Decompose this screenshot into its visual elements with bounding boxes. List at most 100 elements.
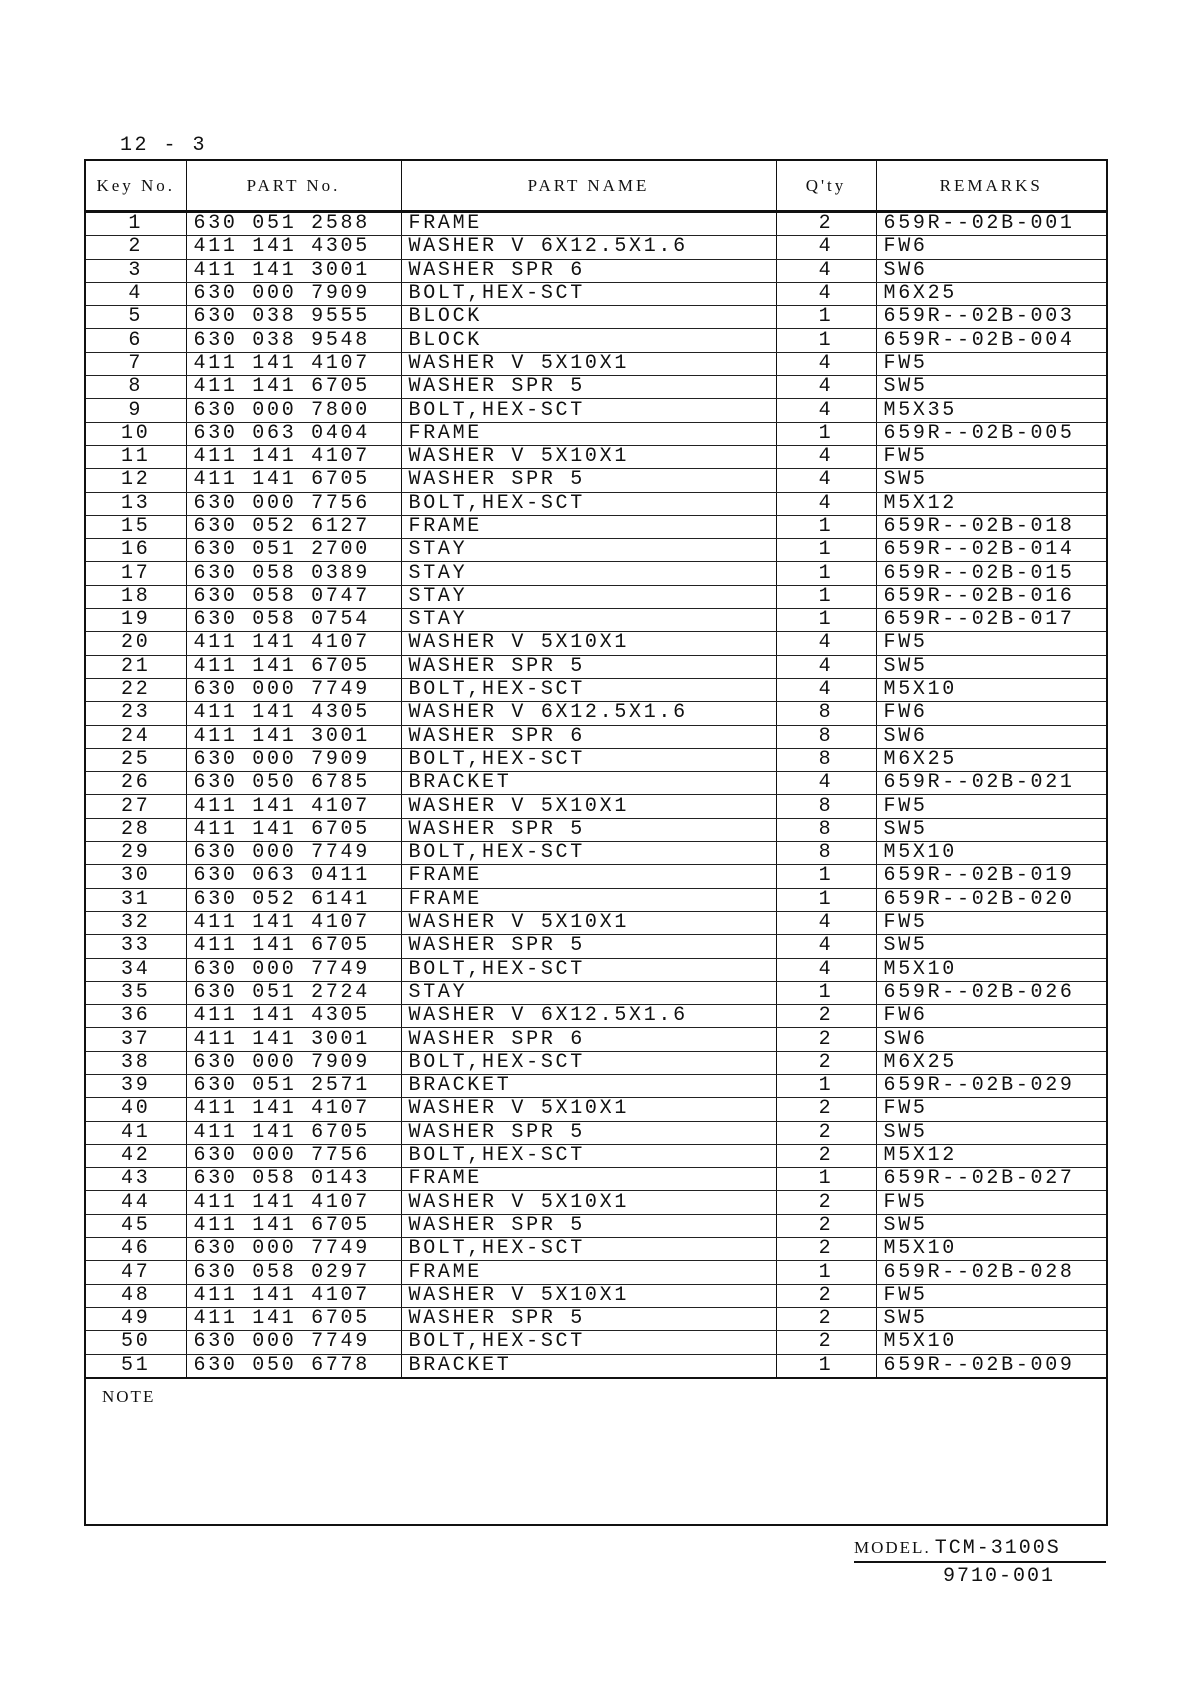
qty-cell: 1 (775, 609, 877, 633)
remarks-cell: M6X25 (875, 282, 1108, 307)
qty-cell: 1 (775, 562, 877, 586)
remarks-cell: 659R--02B-004 (875, 329, 1108, 353)
part-name-cell: BOLT,HEX-SCT (400, 958, 777, 982)
table-row: 11 411 141 4107 WASHER V 5X10X1 4 FW5 (84, 445, 1108, 470)
part-no-cell: 411 141 4107 (185, 445, 402, 470)
part-no-cell: 411 141 6705 (185, 655, 402, 679)
table-row: 47 630 058 0297 FRAME 1 659R--02B-028 (84, 1261, 1108, 1285)
part-name-cell: STAY (400, 539, 777, 563)
part-name-cell: WASHER SPR 5 (400, 1214, 777, 1239)
part-no-cell: 411 141 6705 (185, 376, 402, 400)
remarks-cell: 659R--02B-014 (875, 539, 1108, 563)
part-name-cell: WASHER V 5X10X1 (400, 1098, 777, 1122)
qty-cell: 2 (775, 1121, 877, 1145)
remarks-cell: FW5 (875, 795, 1108, 819)
key-no-cell: 29 (84, 842, 187, 866)
table-row: 22 630 000 7749 BOLT,HEX-SCT 4 M5X10 (84, 678, 1108, 703)
key-no-cell: 31 (84, 888, 187, 912)
part-name-cell: FRAME (400, 865, 777, 889)
table-row: 29 630 000 7749 BOLT,HEX-SCT 8 M5X10 (84, 842, 1108, 866)
part-name-cell: WASHER SPR 6 (400, 1028, 777, 1052)
remarks-cell: M6X25 (875, 1051, 1108, 1075)
part-no-cell: 630 000 7749 (185, 958, 402, 982)
table-row: 42 630 000 7756 BOLT,HEX-SCT 2 M5X12 (84, 1144, 1108, 1169)
remarks-cell: M5X10 (875, 678, 1108, 703)
part-no-cell: 411 141 4305 (185, 1005, 402, 1029)
qty-cell: 8 (775, 702, 877, 726)
qty-cell: 4 (775, 236, 877, 260)
part-no-cell: 630 050 6785 (185, 772, 402, 796)
part-no-cell: 630 058 0297 (185, 1261, 402, 1285)
table-row: 32 411 141 4107 WASHER V 5X10X1 4 FW5 (84, 911, 1108, 936)
part-name-cell: WASHER V 5X10X1 (400, 1191, 777, 1215)
part-name-cell: WASHER V 5X10X1 (400, 1284, 777, 1308)
table-row: 46 630 000 7749 BOLT,HEX-SCT 2 M5X10 (84, 1238, 1108, 1262)
qty-cell: 4 (775, 469, 877, 493)
qty-cell: 8 (775, 725, 877, 749)
table-row: 48 411 141 4107 WASHER V 5X10X1 2 FW5 (84, 1284, 1108, 1308)
remarks-cell: 659R--02B-029 (875, 1074, 1108, 1099)
qty-cell: 8 (775, 842, 877, 866)
part-name-cell: BOLT,HEX-SCT (400, 678, 777, 703)
table-row: 27 411 141 4107 WASHER V 5X10X1 8 FW5 (84, 795, 1108, 819)
key-no-cell: 7 (84, 352, 187, 377)
parts-table: Key No. PART No. PART NAME Q'ty REMARKS … (84, 159, 1108, 1526)
part-name-cell: WASHER SPR 5 (400, 655, 777, 679)
part-no-cell: 411 141 6705 (185, 818, 402, 843)
part-name-cell: BOLT,HEX-SCT (400, 492, 777, 516)
part-name-cell: STAY (400, 981, 777, 1006)
remarks-cell: FW6 (875, 702, 1108, 726)
part-no-cell: 411 141 4107 (185, 911, 402, 936)
key-no-cell: 10 (84, 422, 187, 446)
remarks-cell: M5X10 (875, 1238, 1108, 1262)
part-name-cell: BOLT,HEX-SCT (400, 399, 777, 423)
remarks-cell: 659R--02B-017 (875, 609, 1108, 633)
part-name-cell: WASHER V 5X10X1 (400, 795, 777, 819)
remarks-cell: FW5 (875, 632, 1108, 656)
remarks-cell: 659R--02B-018 (875, 515, 1108, 540)
part-name-cell: FRAME (400, 1168, 777, 1192)
header-remarks: REMARKS (875, 159, 1108, 213)
part-name-cell: BOLT,HEX-SCT (400, 1051, 777, 1075)
part-name-cell: WASHER V 6X12.5X1.6 (400, 702, 777, 726)
key-no-cell: 17 (84, 562, 187, 586)
part-no-cell: 630 000 7756 (185, 492, 402, 516)
part-no-cell: 630 000 7749 (185, 1331, 402, 1355)
remarks-cell: 659R--02B-021 (875, 772, 1108, 796)
part-no-cell: 630 000 7749 (185, 678, 402, 703)
table-row: 19 630 058 0754 STAY 1 659R--02B-017 (84, 609, 1108, 633)
header-key-no: Key No. (84, 159, 187, 213)
remarks-cell: 659R--02B-028 (875, 1261, 1108, 1285)
part-no-cell: 630 038 9555 (185, 306, 402, 330)
remarks-cell: SW5 (875, 935, 1108, 959)
remarks-cell: 659R--02B-016 (875, 585, 1108, 610)
key-no-cell: 16 (84, 539, 187, 563)
part-no-cell: 630 052 6141 (185, 888, 402, 912)
note-label: NOTE (84, 1376, 1108, 1526)
qty-cell: 4 (775, 445, 877, 470)
table-row: 33 411 141 6705 WASHER SPR 5 4 SW5 (84, 935, 1108, 959)
part-name-cell: FRAME (400, 422, 777, 446)
key-no-cell: 42 (84, 1144, 187, 1169)
part-name-cell: WASHER SPR 5 (400, 818, 777, 843)
part-name-cell: WASHER SPR 5 (400, 1121, 777, 1145)
key-no-cell: 32 (84, 911, 187, 936)
table-row: 9 630 000 7800 BOLT,HEX-SCT 4 M5X35 (84, 399, 1108, 423)
key-no-cell: 19 (84, 609, 187, 633)
remarks-cell: SW5 (875, 818, 1108, 843)
qty-cell: 1 (775, 422, 877, 446)
part-name-cell: BOLT,HEX-SCT (400, 1144, 777, 1169)
part-no-cell: 411 141 6705 (185, 935, 402, 959)
table-row: 43 630 058 0143 FRAME 1 659R--02B-027 (84, 1168, 1108, 1192)
qty-cell: 2 (775, 1051, 877, 1075)
key-no-cell: 28 (84, 818, 187, 843)
part-no-cell: 411 141 6705 (185, 1307, 402, 1332)
qty-cell: 4 (775, 958, 877, 982)
qty-cell: 4 (775, 935, 877, 959)
part-no-cell: 630 058 0389 (185, 562, 402, 586)
part-name-cell: BRACKET (400, 1354, 777, 1379)
part-name-cell: BOLT,HEX-SCT (400, 282, 777, 307)
remarks-cell: M5X10 (875, 958, 1108, 982)
remarks-cell: FW5 (875, 1098, 1108, 1122)
qty-cell: 2 (775, 1144, 877, 1169)
